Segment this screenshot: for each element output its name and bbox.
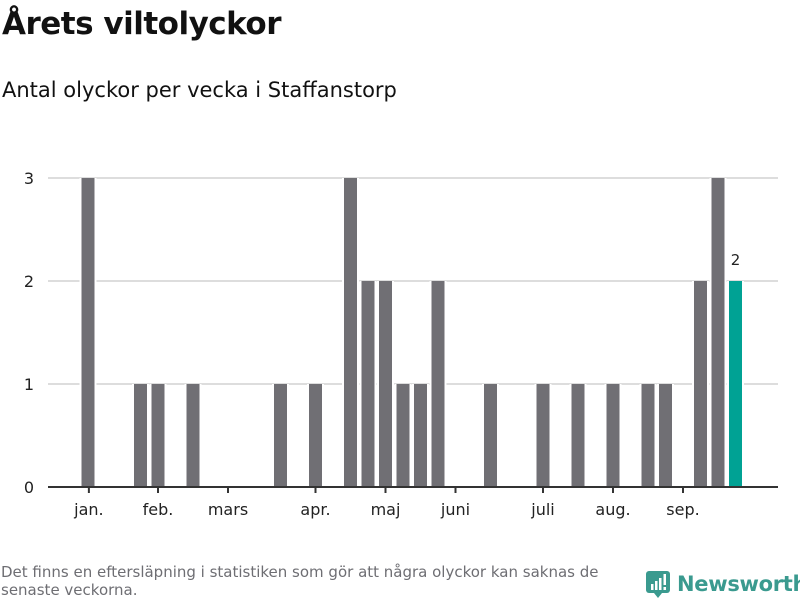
bar (641, 384, 655, 487)
bar (81, 178, 95, 487)
bar (431, 281, 445, 487)
bar-highlight (729, 281, 742, 487)
bar (571, 384, 585, 487)
bar (484, 384, 497, 487)
y-tick-label: 0 (24, 478, 34, 497)
chart-subtitle: Antal olyckor per vecka i Staffanstorp (2, 78, 397, 102)
chart-title: Årets viltolyckor (2, 6, 282, 42)
brand-name: Newsworthy (677, 572, 800, 596)
y-tick-label: 1 (24, 375, 34, 394)
bar (396, 384, 410, 487)
bar (606, 384, 620, 487)
bar (309, 384, 322, 487)
bar (361, 281, 375, 487)
bar (151, 384, 165, 487)
bar (414, 384, 427, 487)
x-tick-label: maj (371, 500, 401, 519)
data-label: 2 (731, 251, 741, 269)
x-tick-label: apr. (300, 500, 330, 519)
x-tick-label: aug. (595, 500, 630, 519)
x-tick-label: juni (440, 500, 470, 519)
bar (186, 384, 200, 487)
bar (659, 384, 672, 487)
bar (536, 384, 550, 487)
bar (379, 281, 392, 487)
y-tick-label: 2 (24, 272, 34, 291)
x-tick-label: sep. (666, 500, 699, 519)
bar (134, 384, 147, 487)
bar-chart: 0 1 2 3 2 jan. feb. mars apr. maj juni juli aug. sep. (24, 169, 778, 519)
x-tick-label: juli (530, 500, 554, 519)
bar (694, 281, 707, 487)
newsworthy-logo-icon (646, 571, 670, 598)
x-tick-label: feb. (143, 500, 174, 519)
newsworthy-logo[interactable]: Newsworthy (645, 569, 800, 599)
bar (711, 178, 725, 487)
x-tick-label: jan. (73, 500, 103, 519)
bar (274, 384, 287, 487)
y-tick-label: 3 (24, 169, 34, 188)
footnote: Det finns en eftersläpning i statistiken… (1, 563, 599, 599)
bar (344, 178, 357, 487)
x-tick-label: mars (208, 500, 248, 519)
